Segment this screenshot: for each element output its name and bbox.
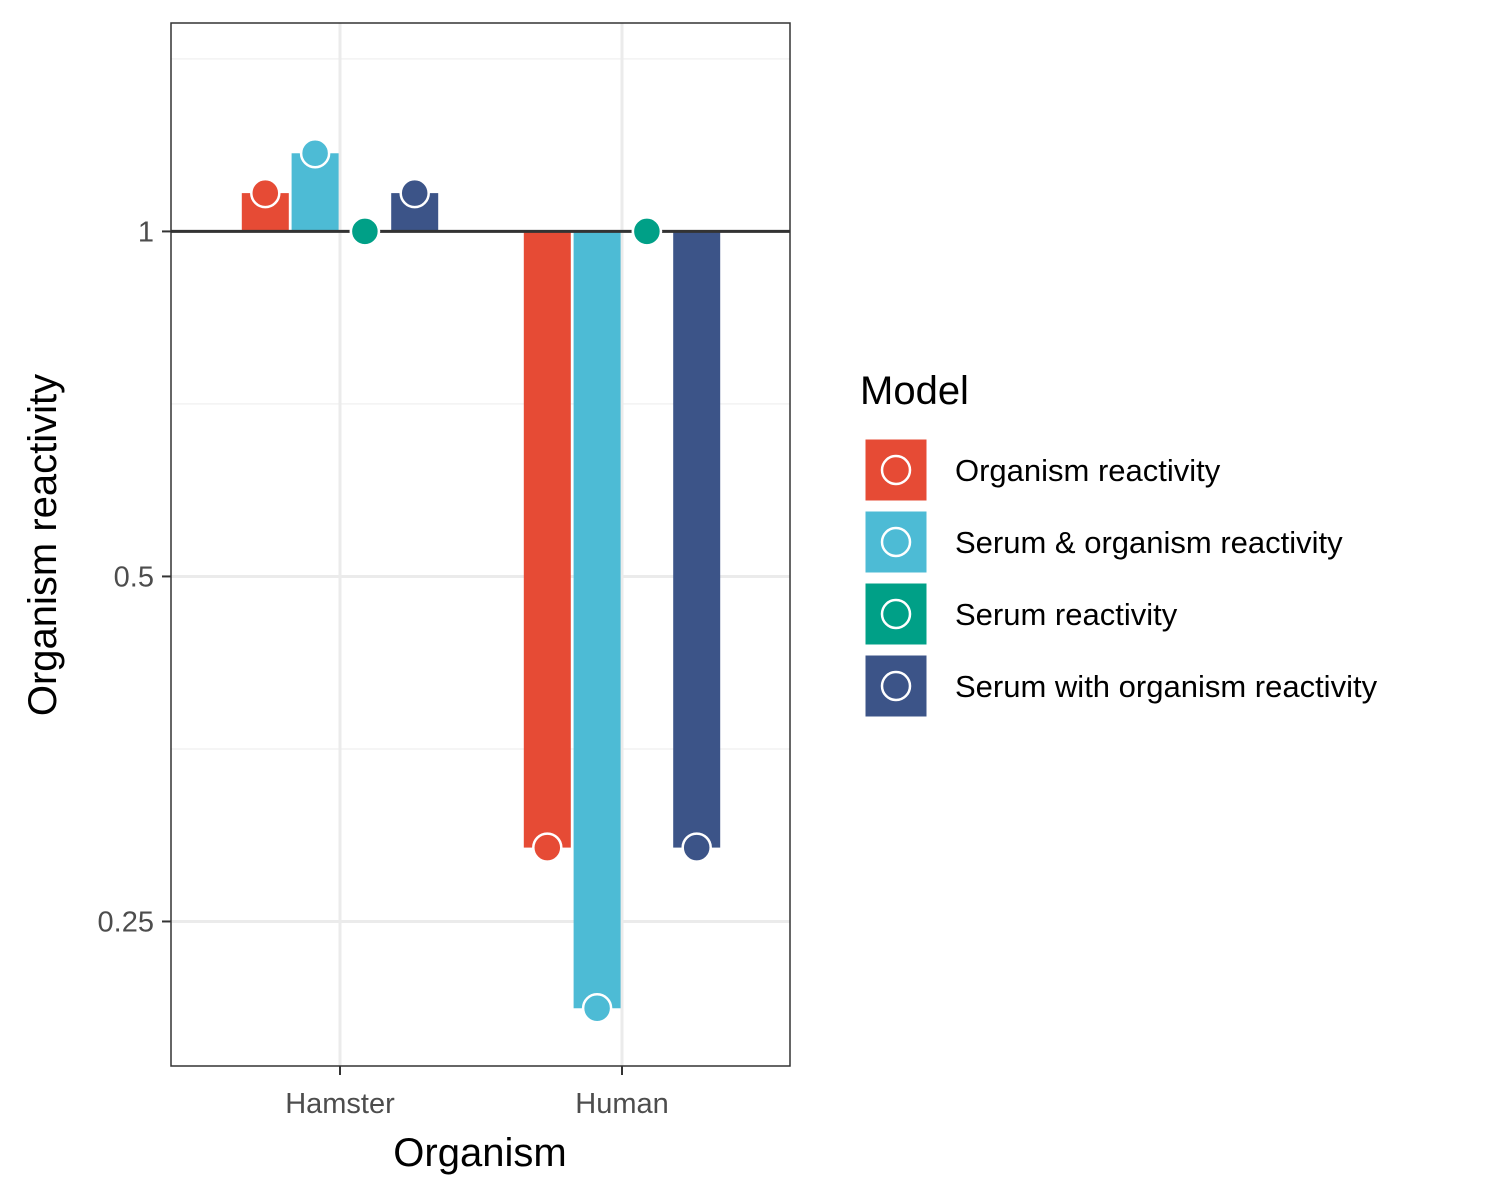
legend-key-point: [880, 454, 912, 486]
x-tick-label: Human: [575, 1088, 669, 1120]
bars: [241, 153, 721, 1009]
y-axis-title: Organism reactivity: [21, 374, 65, 716]
x-tick-label: Hamster: [285, 1088, 395, 1120]
point-human-0: [532, 832, 563, 863]
bar-human-0: [523, 231, 571, 848]
x-axis-title: Organism: [393, 1131, 566, 1175]
y-tick-label: 0.25: [98, 906, 154, 938]
point-human-1: [581, 993, 613, 1024]
bar-human-3: [673, 231, 721, 848]
panel-border: [170, 22, 791, 1067]
legend: Model Organism reactivity Serum & organis…: [860, 369, 1378, 718]
legend-label: Serum reactivity: [955, 597, 1178, 632]
legend-key-point: [880, 670, 912, 702]
legend-title: Model: [860, 369, 969, 413]
legend-key-point: [880, 598, 912, 630]
axes: 0.25 0.5 1 Hamster Human: [98, 216, 669, 1120]
point-hamster-3: [399, 177, 430, 209]
y-tick-label: 0.5: [114, 561, 154, 593]
legend-label: Organism reactivity: [955, 453, 1221, 488]
y-tick-label: 1: [138, 216, 154, 248]
point-human-3: [681, 832, 712, 863]
legend-label: Serum & organism reactivity: [955, 525, 1343, 560]
point-hamster-1: [299, 138, 331, 169]
point-human-2: [631, 216, 663, 247]
point-hamster-0: [250, 177, 281, 209]
bar-human-1: [573, 231, 621, 1009]
point-hamster-2: [349, 216, 381, 247]
legend-label: Serum with organism reactivity: [955, 669, 1378, 704]
points: [250, 138, 712, 1024]
legend-key-point: [880, 526, 912, 558]
